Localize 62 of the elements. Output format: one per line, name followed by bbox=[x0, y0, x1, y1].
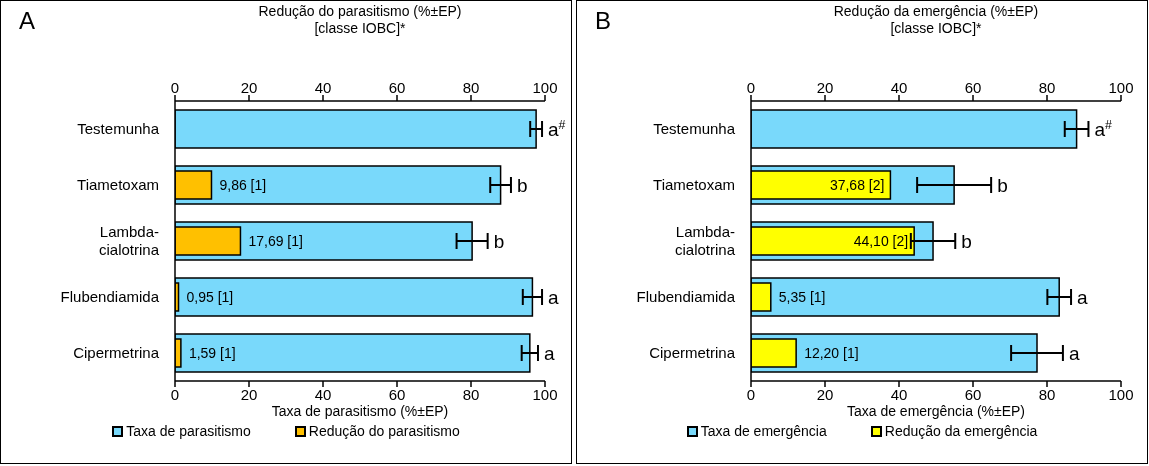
x2-tick-label: 40 bbox=[890, 385, 908, 403]
annotation: a bbox=[1068, 343, 1080, 364]
data-label: 9,86 [1] bbox=[219, 177, 267, 193]
x2-tick-label: 80 bbox=[1038, 385, 1056, 403]
x2-axis-title: Redução da emergência (%±EP) [classe IOBC]* bbox=[832, 3, 1040, 37]
x-tick-label: 100 bbox=[1108, 79, 1134, 96]
x2-tick-label: 60 bbox=[388, 385, 406, 403]
legend-label: Taxa de parasitismo bbox=[125, 423, 251, 439]
x2-tick-label: 0 bbox=[746, 385, 756, 403]
x-tick-label: 0 bbox=[170, 79, 180, 96]
x-tick-label: 20 bbox=[240, 79, 258, 96]
x-tick-label: 40 bbox=[314, 79, 332, 96]
x2-tick-label: 100 bbox=[532, 385, 558, 403]
annotation: a$^{#}$ bbox=[548, 118, 566, 140]
x2-tick-label: 80 bbox=[462, 385, 480, 403]
legend-label: Redução do parasitismo bbox=[307, 423, 460, 439]
y-tick-label: Cipermetrina bbox=[649, 344, 736, 361]
x-tick-label: 80 bbox=[462, 79, 480, 96]
annotation: a bbox=[543, 343, 555, 364]
x-axis-title: Taxa de emergência (%±EP) bbox=[845, 403, 1027, 419]
x-tick-label: 60 bbox=[388, 79, 406, 96]
y-tick-label: Testemunha bbox=[77, 120, 160, 137]
x-tick-label: 20 bbox=[816, 79, 834, 96]
data-label: 17,69 [1] bbox=[248, 233, 303, 249]
y-tick-label: Lambda-cialotrina bbox=[674, 223, 736, 258]
x2-tick-label: 0 bbox=[170, 385, 180, 403]
legend-label: Taxa de emergência bbox=[699, 423, 827, 439]
x2-tick-label: 20 bbox=[240, 385, 258, 403]
y-tick-label: Tiametoxam bbox=[77, 176, 159, 193]
x2-tick-label: 20 bbox=[816, 385, 834, 403]
x-axis-title: Taxa de parasitismo (%±EP) bbox=[270, 403, 450, 419]
x2-tick-label: 40 bbox=[314, 385, 332, 403]
y-tick-label: Lambda-cialotrina bbox=[98, 223, 160, 258]
annotation: b bbox=[516, 175, 528, 196]
x2-axis-title: Redução do parasitismo (%±EP) [classe IOBC]* bbox=[257, 3, 463, 37]
data-label: 0,95 [1] bbox=[186, 289, 234, 305]
x-tick-label: 60 bbox=[964, 79, 982, 96]
x-tick-label: 80 bbox=[1038, 79, 1056, 96]
data-label: 1,59 [1] bbox=[188, 345, 236, 361]
y-tick-label: Flubendiamida bbox=[636, 288, 736, 305]
annotation: b bbox=[961, 231, 972, 252]
annotation: b bbox=[493, 231, 505, 252]
data-label: 12,20 [1] bbox=[804, 345, 859, 361]
annotation: a bbox=[548, 287, 560, 308]
y-tick-label: Tiametoxam bbox=[653, 176, 735, 193]
x2-tick-label: 60 bbox=[964, 385, 982, 403]
x-tick-label: 100 bbox=[532, 79, 558, 96]
x2-tick-label: 100 bbox=[1108, 385, 1134, 403]
y-tick-label: Testemunha bbox=[653, 120, 736, 137]
annotation: a bbox=[1077, 287, 1089, 308]
chart-title: A bbox=[19, 7, 36, 35]
x-tick-label: 0 bbox=[746, 79, 756, 96]
x-tick-label: 40 bbox=[890, 79, 908, 96]
y-tick-label: Flubendiamida bbox=[60, 288, 160, 305]
annotation: b bbox=[997, 175, 1008, 196]
legend-label: Redução da emergência bbox=[883, 423, 1038, 439]
y-tick-label: Cipermetrina bbox=[73, 344, 160, 361]
data-label: 37,68 [2] bbox=[829, 177, 885, 193]
annotation: a$^{#}$ bbox=[1094, 118, 1113, 140]
data-label: 44,10 [2] bbox=[853, 233, 909, 249]
chart-title: B bbox=[595, 7, 612, 35]
data-label: 5,35 [1] bbox=[778, 289, 826, 305]
